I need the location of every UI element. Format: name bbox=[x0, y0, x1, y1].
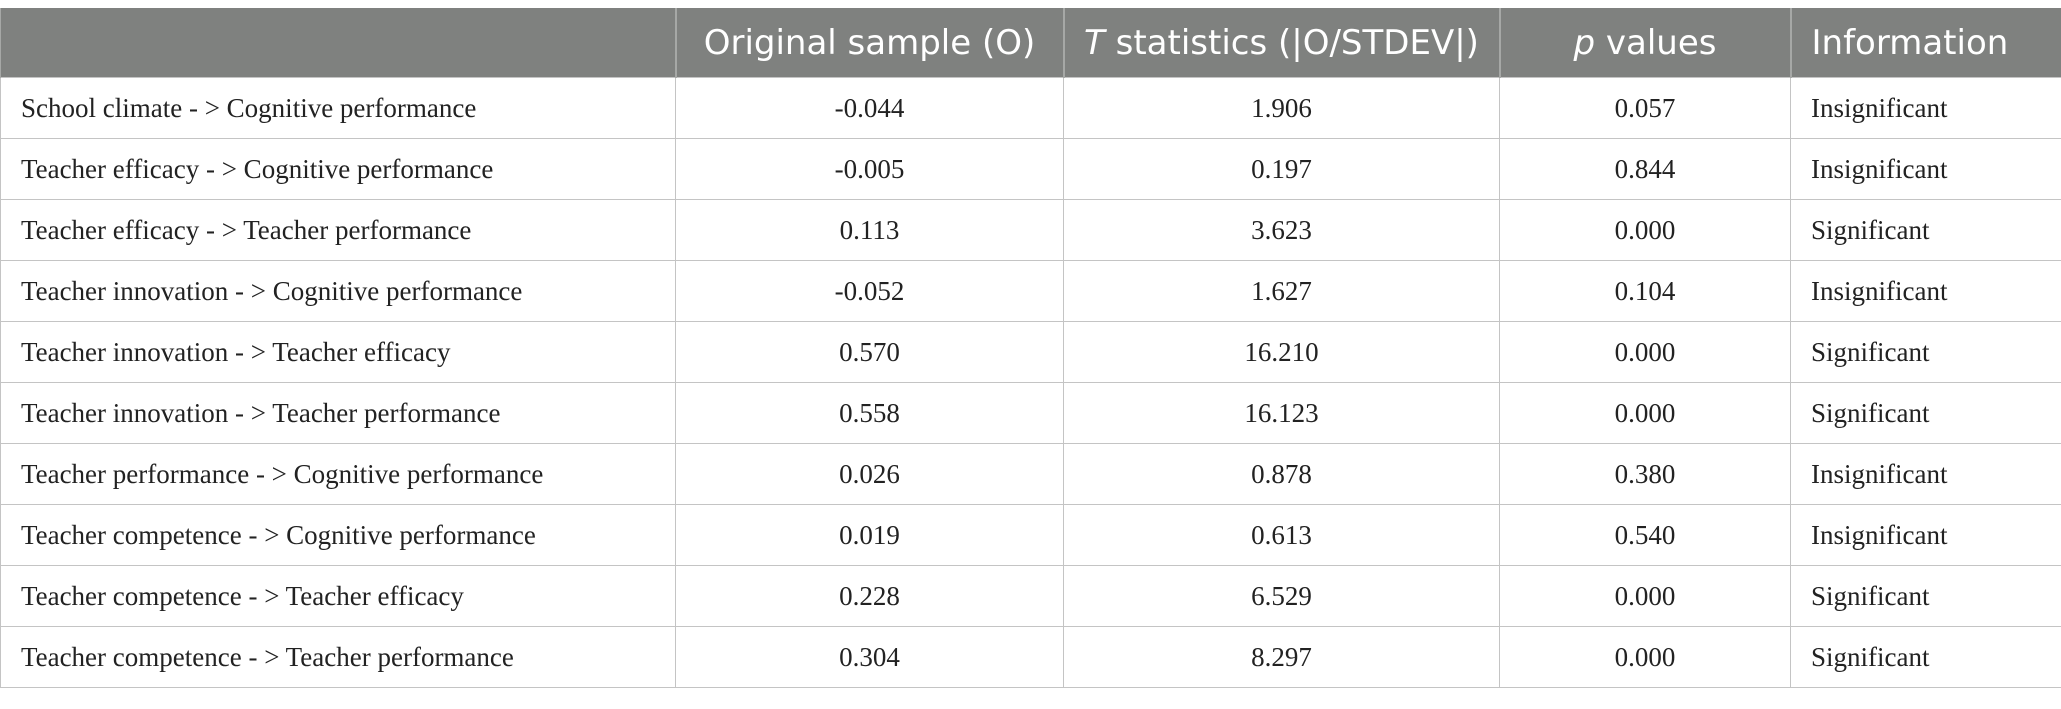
original-sample-cell: 0.019 bbox=[675, 504, 1064, 566]
path-cell: Teacher efficacy - > Cognitive performan… bbox=[0, 138, 676, 200]
header-t-statistics-symbol: T bbox=[1084, 22, 1105, 63]
p-value-cell: 0.540 bbox=[1499, 504, 1791, 566]
information-cell: Insignificant bbox=[1790, 504, 2061, 566]
path-cell: Teacher competence - > Cognitive perform… bbox=[0, 504, 676, 566]
information-cell: Significant bbox=[1790, 321, 2061, 383]
original-sample-cell: 0.304 bbox=[675, 626, 1064, 688]
table-row: School climate - > Cognitive performance… bbox=[0, 77, 2061, 139]
p-value-cell: 0.000 bbox=[1499, 199, 1791, 261]
information-cell: Insignificant bbox=[1790, 260, 2061, 322]
information-cell: Significant bbox=[1790, 626, 2061, 688]
information-cell: Insignificant bbox=[1790, 77, 2061, 139]
table-row: Teacher competence - > Teacher efficacy … bbox=[0, 565, 2061, 627]
information-cell: Insignificant bbox=[1790, 443, 2061, 505]
t-statistics-cell: 0.197 bbox=[1063, 138, 1500, 200]
original-sample-cell: 0.026 bbox=[675, 443, 1064, 505]
p-value-cell: 0.000 bbox=[1499, 626, 1791, 688]
t-statistics-cell: 16.210 bbox=[1063, 321, 1500, 383]
table-row: Teacher competence - > Cognitive perform… bbox=[0, 504, 2061, 566]
path-cell: Teacher performance - > Cognitive perfor… bbox=[0, 443, 676, 505]
t-statistics-cell: 1.627 bbox=[1063, 260, 1500, 322]
header-t-statistics: T statistics (|O/STDEV|) bbox=[1062, 8, 1501, 78]
p-value-cell: 0.380 bbox=[1499, 443, 1791, 505]
header-p-values-label: values bbox=[1595, 22, 1717, 63]
t-statistics-cell: 1.906 bbox=[1063, 77, 1500, 139]
table-row: Teacher performance - > Cognitive perfor… bbox=[0, 443, 2061, 505]
information-cell: Significant bbox=[1790, 565, 2061, 627]
t-statistics-cell: 6.529 bbox=[1063, 565, 1500, 627]
table-row: Teacher innovation - > Teacher performan… bbox=[0, 382, 2061, 444]
path-cell: Teacher competence - > Teacher efficacy bbox=[0, 565, 676, 627]
path-coefficients-table: Original sample (O) T statistics (|O/STD… bbox=[0, 8, 2061, 688]
original-sample-cell: 0.570 bbox=[675, 321, 1064, 383]
header-row: Original sample (O) T statistics (|O/STD… bbox=[0, 8, 2061, 78]
header-p-values-symbol: p bbox=[1573, 22, 1596, 63]
p-value-cell: 0.057 bbox=[1499, 77, 1791, 139]
table-row: Teacher innovation - > Teacher efficacy … bbox=[0, 321, 2061, 383]
path-cell: Teacher efficacy - > Teacher performance bbox=[0, 199, 676, 261]
t-statistics-cell: 0.878 bbox=[1063, 443, 1500, 505]
original-sample-cell: -0.044 bbox=[675, 77, 1064, 139]
table-header: Original sample (O) T statistics (|O/STD… bbox=[0, 8, 2061, 78]
t-statistics-cell: 0.613 bbox=[1063, 504, 1500, 566]
original-sample-cell: -0.005 bbox=[675, 138, 1064, 200]
original-sample-cell: 0.228 bbox=[675, 565, 1064, 627]
t-statistics-cell: 3.623 bbox=[1063, 199, 1500, 261]
table-row: Teacher innovation - > Cognitive perform… bbox=[0, 260, 2061, 322]
results-table-container: Original sample (O) T statistics (|O/STD… bbox=[0, 8, 2061, 688]
p-value-cell: 0.000 bbox=[1499, 565, 1791, 627]
header-original-sample: Original sample (O) bbox=[674, 8, 1065, 78]
table-row: Teacher efficacy - > Cognitive performan… bbox=[0, 138, 2061, 200]
p-value-cell: 0.104 bbox=[1499, 260, 1791, 322]
path-cell: School climate - > Cognitive performance bbox=[0, 77, 676, 139]
header-path bbox=[0, 8, 677, 78]
information-cell: Significant bbox=[1790, 199, 2061, 261]
information-cell: Insignificant bbox=[1790, 138, 2061, 200]
original-sample-cell: 0.113 bbox=[675, 199, 1064, 261]
header-t-statistics-label: statistics (|O/STDEV|) bbox=[1104, 22, 1479, 63]
information-cell: Significant bbox=[1790, 382, 2061, 444]
p-value-cell: 0.000 bbox=[1499, 382, 1791, 444]
table-body: School climate - > Cognitive performance… bbox=[0, 77, 2061, 688]
path-cell: Teacher innovation - > Teacher efficacy bbox=[0, 321, 676, 383]
path-cell: Teacher competence - > Teacher performan… bbox=[0, 626, 676, 688]
original-sample-cell: -0.052 bbox=[675, 260, 1064, 322]
table-row: Teacher efficacy - > Teacher performance… bbox=[0, 199, 2061, 261]
header-information: Information bbox=[1789, 8, 2061, 78]
header-p-values: p values bbox=[1498, 8, 1792, 78]
p-value-cell: 0.000 bbox=[1499, 321, 1791, 383]
original-sample-cell: 0.558 bbox=[675, 382, 1064, 444]
t-statistics-cell: 16.123 bbox=[1063, 382, 1500, 444]
path-cell: Teacher innovation - > Teacher performan… bbox=[0, 382, 676, 444]
table-row: Teacher competence - > Teacher performan… bbox=[0, 626, 2061, 688]
t-statistics-cell: 8.297 bbox=[1063, 626, 1500, 688]
p-value-cell: 0.844 bbox=[1499, 138, 1791, 200]
path-cell: Teacher innovation - > Cognitive perform… bbox=[0, 260, 676, 322]
